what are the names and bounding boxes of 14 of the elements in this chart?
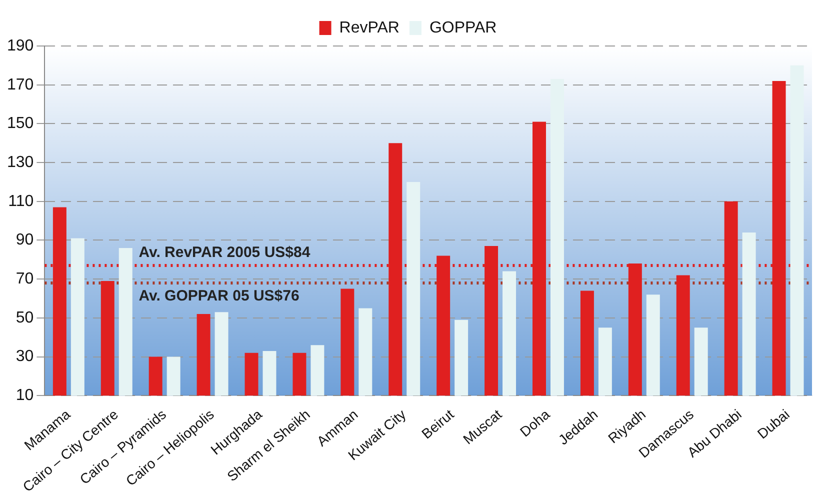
y-tick-label: 170: [6, 76, 34, 94]
y-tick-label: 110: [8, 192, 34, 210]
y-tick-label: 150: [6, 115, 34, 132]
y-tick-label: 90: [16, 232, 34, 249]
y-tick-label: 30: [16, 348, 34, 366]
y-tick-label: 10: [16, 387, 34, 404]
legend-label: RevPAR: [339, 19, 400, 36]
y-tick-label: 70: [16, 270, 34, 288]
y-tick-label: 190: [6, 37, 34, 54]
legend-label: GOPPAR: [429, 19, 497, 36]
ref-line-label: Av. RevPAR 2005 US$84: [138, 244, 311, 262]
y-tick-label: 130: [6, 154, 34, 171]
y-tick-label: 50: [16, 309, 34, 326]
ref-line-label: Av. GOPPAR 05 US$76: [138, 288, 300, 305]
